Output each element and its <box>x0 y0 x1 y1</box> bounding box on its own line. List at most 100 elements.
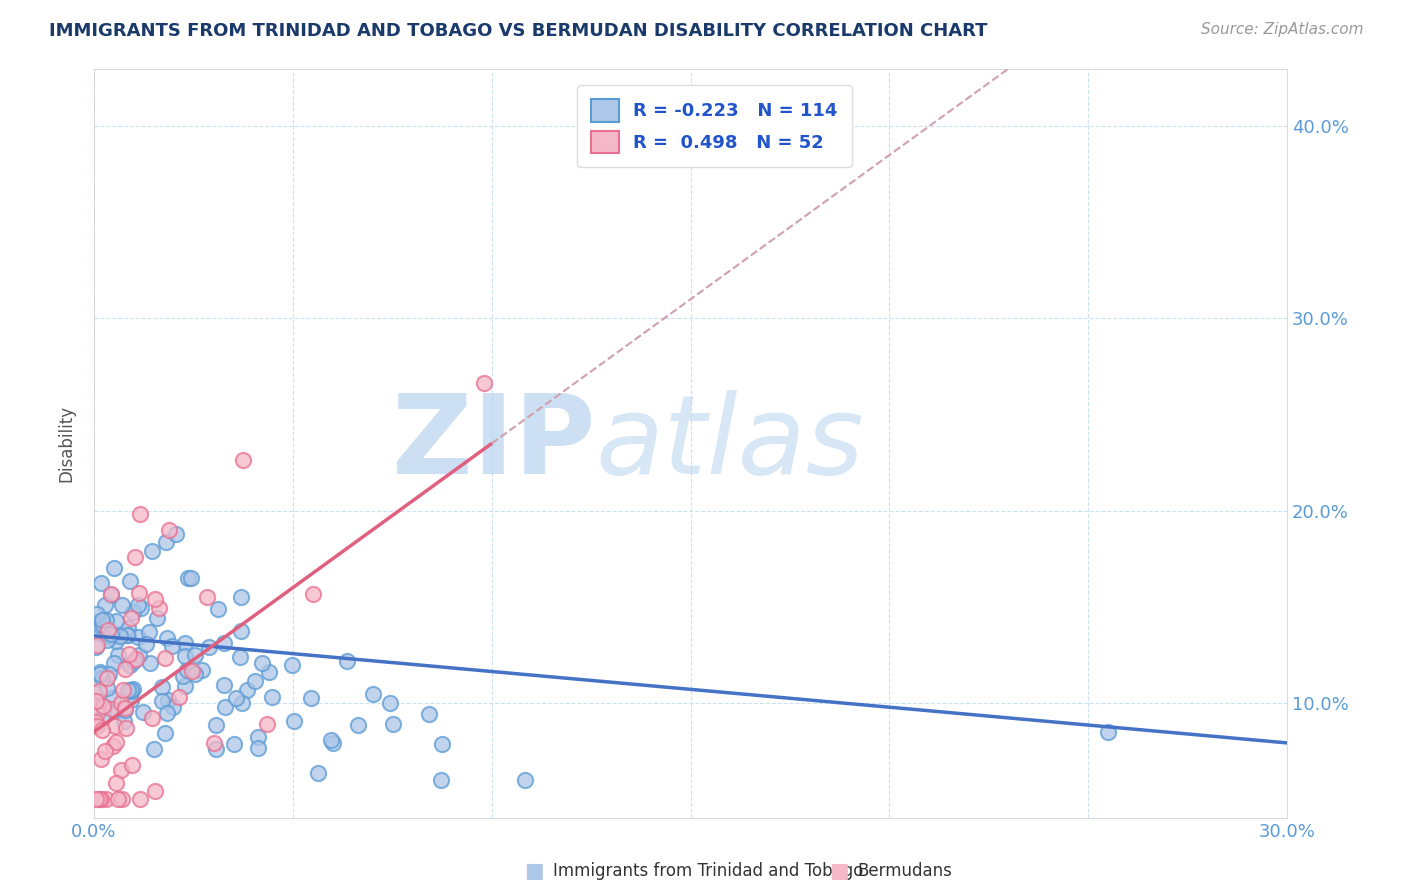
Point <box>174 680 197 694</box>
Point <box>139 656 162 670</box>
Point <box>162 700 184 714</box>
Point <box>91 723 114 738</box>
Point <box>256 717 278 731</box>
Point <box>90 671 112 685</box>
Legend: R = -0.223   N = 114, R =  0.498   N = 52: R = -0.223 N = 114, R = 0.498 N = 52 <box>576 85 852 167</box>
Point <box>181 664 204 678</box>
Point <box>104 776 127 790</box>
Point <box>280 658 302 673</box>
Point <box>143 784 166 798</box>
Point <box>153 726 176 740</box>
Point <box>150 680 173 694</box>
Point <box>87 792 110 806</box>
Point <box>155 535 177 549</box>
Point <box>148 601 170 615</box>
Point <box>114 703 136 717</box>
Point <box>118 574 141 588</box>
Point <box>105 633 128 648</box>
Point <box>307 765 329 780</box>
Point <box>143 742 166 756</box>
Text: atlas: atlas <box>595 390 863 497</box>
Point <box>167 690 190 704</box>
Point <box>195 590 218 604</box>
Point <box>96 671 118 685</box>
Point <box>128 586 150 600</box>
Point <box>202 735 225 749</box>
Text: ■: ■ <box>830 862 849 881</box>
Point <box>361 687 384 701</box>
Point <box>114 662 136 676</box>
Point <box>513 772 536 787</box>
Point <box>111 792 134 806</box>
Point <box>165 526 187 541</box>
Point <box>125 652 148 666</box>
Point <box>90 752 112 766</box>
Text: Immigrants from Trinidad and Tobago: Immigrants from Trinidad and Tobago <box>553 863 863 880</box>
Point <box>84 615 107 630</box>
Text: Source: ZipAtlas.com: Source: ZipAtlas.com <box>1201 22 1364 37</box>
Point <box>112 714 135 728</box>
Point <box>121 757 143 772</box>
Point <box>94 744 117 758</box>
Text: ■: ■ <box>524 862 544 881</box>
Text: ZIP: ZIP <box>392 390 595 497</box>
Point <box>90 617 112 632</box>
Point <box>120 693 142 707</box>
Point <box>156 693 179 707</box>
Point <box>87 618 110 632</box>
Point <box>100 627 122 641</box>
Point <box>86 640 108 655</box>
Point <box>98 666 121 681</box>
Point <box>176 663 198 677</box>
Point <box>247 740 270 755</box>
Point <box>129 792 152 806</box>
Point <box>205 741 228 756</box>
Point <box>172 669 194 683</box>
Point <box>156 706 179 720</box>
Point <box>231 696 253 710</box>
Point <box>128 648 150 662</box>
Point <box>94 599 117 613</box>
Y-axis label: Disability: Disability <box>58 405 75 482</box>
Point <box>101 702 124 716</box>
Point <box>141 711 163 725</box>
Point <box>120 684 142 698</box>
Point <box>347 718 370 732</box>
Point <box>184 648 207 662</box>
Point <box>112 682 135 697</box>
Point <box>247 730 270 744</box>
Point <box>430 772 453 787</box>
Point <box>150 693 173 707</box>
Point <box>89 667 111 681</box>
Point <box>103 704 125 718</box>
Point <box>110 763 132 777</box>
Point <box>197 640 219 655</box>
Point <box>183 667 205 681</box>
Point <box>127 598 149 612</box>
Point <box>146 611 169 625</box>
Point <box>302 587 325 601</box>
Point <box>250 656 273 670</box>
Point <box>135 637 157 651</box>
Point <box>322 736 344 750</box>
Point <box>118 648 141 662</box>
Point <box>83 686 105 700</box>
Point <box>115 721 138 735</box>
Point <box>97 625 120 640</box>
Point <box>229 624 252 639</box>
Point <box>132 706 155 720</box>
Point <box>212 636 235 650</box>
Point <box>117 683 139 698</box>
Point <box>232 452 254 467</box>
Point <box>107 648 129 663</box>
Point <box>236 683 259 698</box>
Point <box>89 665 111 679</box>
Point <box>87 615 110 630</box>
Point <box>100 586 122 600</box>
Point <box>100 630 122 644</box>
Point <box>86 638 108 652</box>
Point <box>173 636 195 650</box>
Point <box>86 715 108 730</box>
Point <box>207 602 229 616</box>
Point <box>205 718 228 732</box>
